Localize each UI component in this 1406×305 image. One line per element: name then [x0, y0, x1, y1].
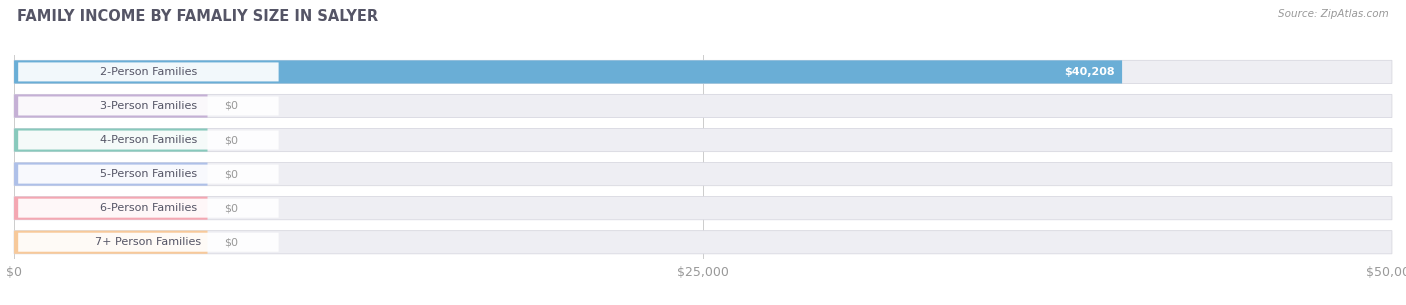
FancyBboxPatch shape	[14, 231, 208, 254]
Text: 4-Person Families: 4-Person Families	[100, 135, 197, 145]
Text: $0: $0	[224, 237, 238, 247]
Text: $40,208: $40,208	[1064, 67, 1115, 77]
FancyBboxPatch shape	[14, 163, 1392, 186]
FancyBboxPatch shape	[14, 95, 208, 117]
FancyBboxPatch shape	[18, 165, 278, 184]
FancyBboxPatch shape	[14, 231, 1392, 254]
FancyBboxPatch shape	[14, 197, 208, 220]
Text: $0: $0	[224, 101, 238, 111]
FancyBboxPatch shape	[14, 128, 208, 152]
Text: $0: $0	[224, 135, 238, 145]
FancyBboxPatch shape	[14, 60, 1392, 84]
FancyBboxPatch shape	[14, 95, 1392, 117]
Text: $0: $0	[224, 169, 238, 179]
FancyBboxPatch shape	[14, 60, 1122, 84]
Text: 7+ Person Families: 7+ Person Families	[96, 237, 201, 247]
Text: 3-Person Families: 3-Person Families	[100, 101, 197, 111]
FancyBboxPatch shape	[14, 163, 208, 186]
Text: 2-Person Families: 2-Person Families	[100, 67, 197, 77]
FancyBboxPatch shape	[14, 197, 1392, 220]
FancyBboxPatch shape	[18, 63, 278, 81]
FancyBboxPatch shape	[18, 199, 278, 218]
Text: FAMILY INCOME BY FAMALIY SIZE IN SALYER: FAMILY INCOME BY FAMALIY SIZE IN SALYER	[17, 9, 378, 24]
Text: $0: $0	[224, 203, 238, 213]
FancyBboxPatch shape	[18, 233, 278, 252]
Text: 5-Person Families: 5-Person Families	[100, 169, 197, 179]
Text: 6-Person Families: 6-Person Families	[100, 203, 197, 213]
FancyBboxPatch shape	[18, 96, 278, 116]
FancyBboxPatch shape	[18, 131, 278, 149]
Text: Source: ZipAtlas.com: Source: ZipAtlas.com	[1278, 9, 1389, 19]
FancyBboxPatch shape	[14, 128, 1392, 152]
